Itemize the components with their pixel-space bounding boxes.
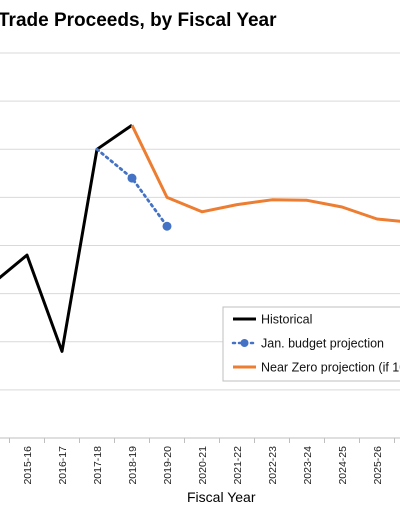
x-tick-label: 2018-19 (127, 446, 139, 485)
x-axis (0, 437, 400, 443)
x-tick-label: 2016-17 (57, 446, 69, 485)
series-line (95, 147, 169, 228)
series-line (130, 124, 400, 223)
x-tick-labels: 2015-16 2016-17 2017-18 2018-19 2019-20 2020-… (22, 446, 384, 485)
x-tick-label: 2024-25 (337, 446, 349, 485)
x-tick-label: 2017-18 (92, 446, 104, 485)
x-tick-label: 2025-26 (372, 446, 384, 485)
data-point (127, 173, 137, 183)
x-tick-label: 2022-23 (267, 446, 279, 485)
legend-entry: Historical (261, 313, 312, 327)
gridlines (0, 52, 400, 391)
series-line (0, 123, 133, 353)
series-lines (0, 123, 400, 353)
x-tick-label: 2023-24 (302, 446, 314, 485)
chart-title: Trade Proceeds, by Fiscal Year (0, 10, 277, 31)
legend: Historical Jan. budget projection Near Zer… (222, 306, 400, 382)
legend-entry: Near Zero projection (if 10 (261, 361, 400, 375)
x-tick-label: 2019-20 (162, 446, 174, 485)
x-tick-label: 2020-21 (197, 446, 209, 485)
legend-marker (240, 339, 249, 347)
x-axis-label: Fiscal Year (187, 489, 256, 505)
data-point (162, 221, 172, 231)
x-tick-label: 2021-22 (232, 446, 244, 485)
x-tick-label: 2015-16 (22, 446, 34, 485)
legend-entry: Jan. budget projection (261, 337, 384, 351)
